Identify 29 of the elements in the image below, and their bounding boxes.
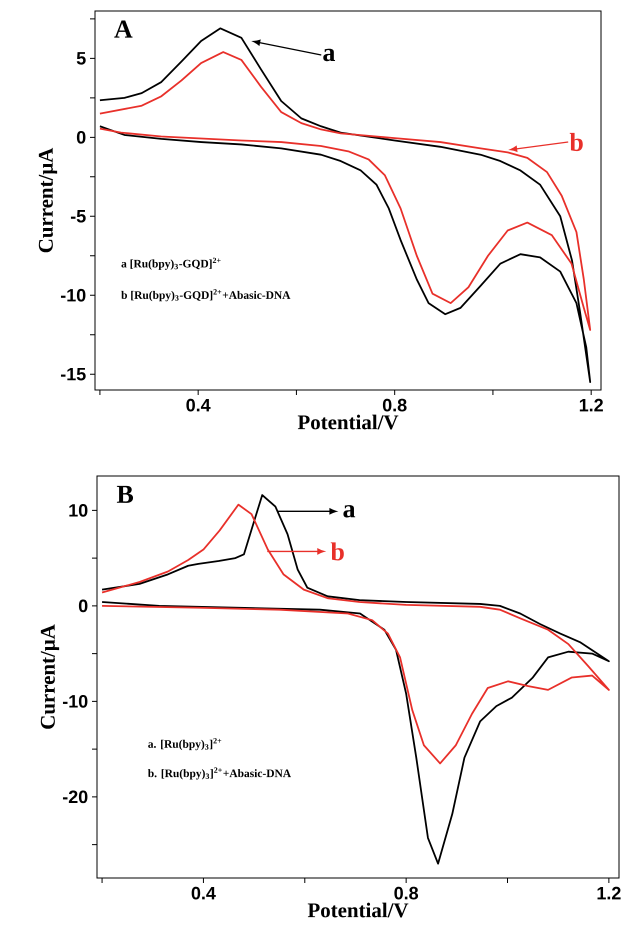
- y-tick-label: 0: [78, 600, 88, 612]
- x-axis-title: Potential/V: [298, 414, 398, 430]
- y-tick-label: 5: [76, 52, 86, 65]
- y-axis-title: Current/μA: [40, 624, 60, 729]
- annotation: a: [323, 48, 336, 62]
- annotation: b. [Ru(bpy)$_{3}$]$^{2+}$+Abasic-DNA: [148, 767, 291, 780]
- annotation: a: [343, 505, 356, 518]
- y-tick-label: -10: [62, 694, 88, 708]
- annotation: b: [570, 132, 583, 152]
- annotation: b: [330, 542, 344, 561]
- y-tick-label: -5: [70, 210, 86, 223]
- x-tick-label: 0.4: [186, 398, 211, 412]
- y-tick-label: 0: [76, 130, 86, 144]
- x-tick-label: 1.2: [598, 886, 621, 900]
- annotation: b [Ru(bpy)$_{3}$-GQD]$^{2+}$+Abasic-DNA: [121, 289, 290, 302]
- annotation: a. [Ru(bpy)$_{3}$]$^{2+}$: [148, 738, 222, 750]
- x-tick-label: 0.8: [394, 886, 418, 900]
- annotation: a [Ru(bpy)$_{3}$-GQD]$^{2+}$: [121, 258, 221, 270]
- y-tick-label: -15: [60, 368, 86, 380]
- x-tick-label: 0.8: [382, 398, 407, 412]
- x-tick-label: 1.2: [580, 398, 603, 412]
- chart-title: A: [114, 20, 133, 38]
- chart-title: B: [116, 486, 134, 503]
- y-tick-label: -20: [62, 790, 88, 804]
- x-axis-title: Potential/V: [308, 902, 408, 918]
- y-tick-label: -10: [60, 288, 86, 302]
- y-axis-title: Current/μA: [38, 148, 58, 252]
- y-tick-label: 10: [69, 504, 88, 517]
- x-tick-label: 0.4: [192, 886, 216, 900]
